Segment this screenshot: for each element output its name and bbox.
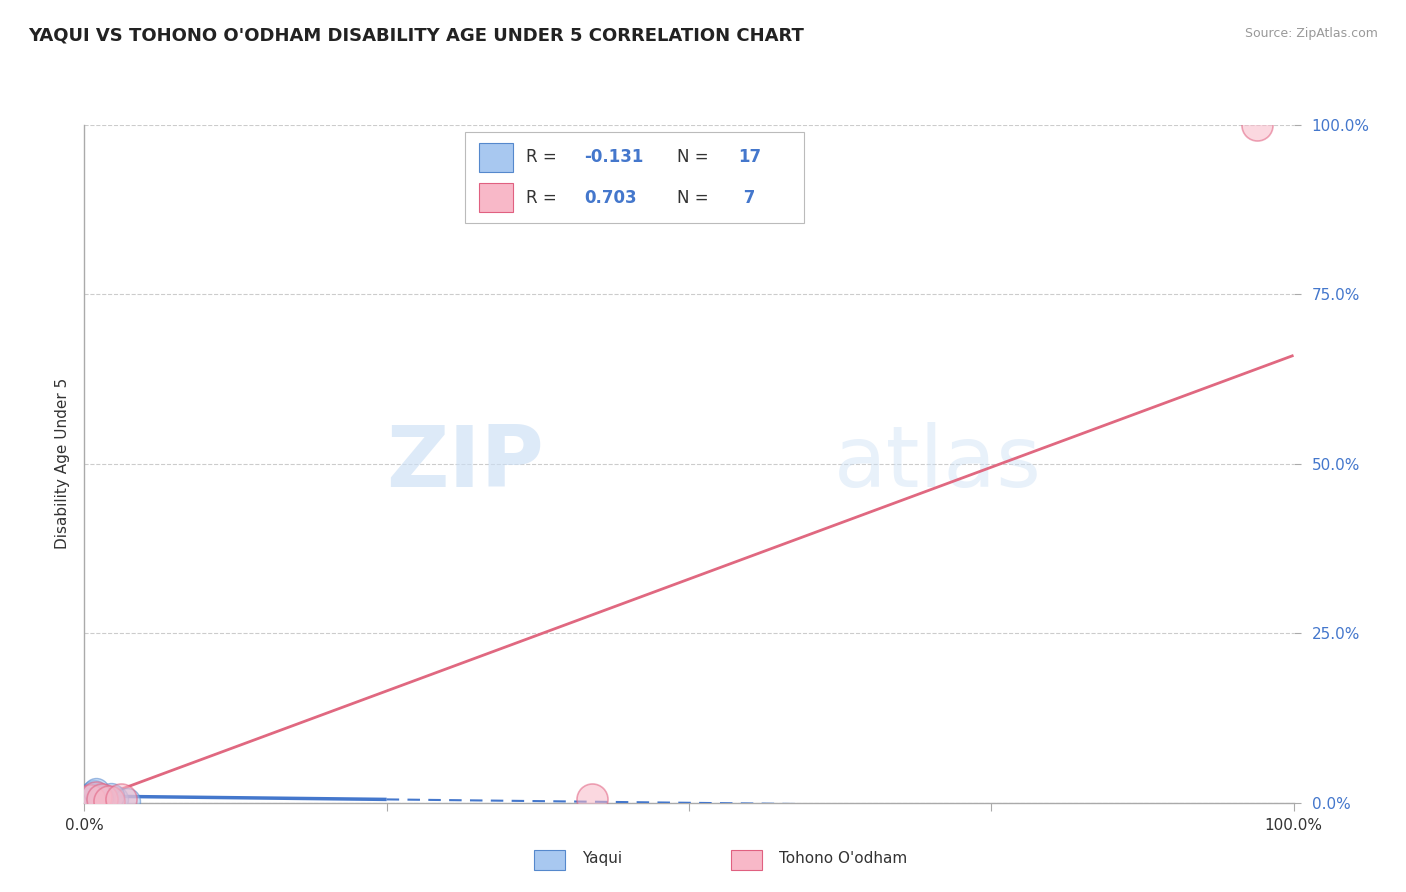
Point xyxy=(97,794,120,808)
Point xyxy=(87,794,110,808)
Text: -0.131: -0.131 xyxy=(585,148,644,166)
Point xyxy=(86,783,108,797)
Point xyxy=(91,792,114,806)
Y-axis label: Disability Age Under 5: Disability Age Under 5 xyxy=(55,378,70,549)
Point xyxy=(97,793,120,807)
Text: Tohono O'odham: Tohono O'odham xyxy=(779,852,907,866)
Text: R =: R = xyxy=(526,148,562,166)
Text: N =: N = xyxy=(678,148,714,166)
Point xyxy=(79,793,101,807)
Point xyxy=(115,794,138,808)
Text: ZIP: ZIP xyxy=(387,422,544,506)
Point xyxy=(91,789,114,804)
Point xyxy=(581,792,603,806)
Point xyxy=(77,793,100,807)
Point xyxy=(82,789,104,804)
Point xyxy=(80,788,103,802)
Point xyxy=(110,791,132,805)
Bar xyxy=(479,183,513,212)
Point xyxy=(94,792,117,806)
Text: atlas: atlas xyxy=(834,422,1042,506)
Point xyxy=(1246,118,1268,132)
Text: 7: 7 xyxy=(738,188,755,207)
Text: Yaqui: Yaqui xyxy=(582,852,623,866)
Point xyxy=(100,789,122,803)
Text: 0.703: 0.703 xyxy=(585,188,637,207)
Text: 17: 17 xyxy=(738,148,761,166)
Point xyxy=(91,792,114,806)
Point xyxy=(86,790,108,805)
FancyBboxPatch shape xyxy=(465,132,804,223)
Point xyxy=(104,791,127,805)
Text: YAQUI VS TOHONO O'ODHAM DISABILITY AGE UNDER 5 CORRELATION CHART: YAQUI VS TOHONO O'ODHAM DISABILITY AGE U… xyxy=(28,27,804,45)
Bar xyxy=(479,143,513,172)
Point xyxy=(89,791,111,805)
Point xyxy=(83,786,105,800)
Point xyxy=(79,790,101,805)
Text: R =: R = xyxy=(526,188,562,207)
Text: N =: N = xyxy=(678,188,714,207)
Point xyxy=(77,794,100,808)
Text: Source: ZipAtlas.com: Source: ZipAtlas.com xyxy=(1244,27,1378,40)
Point xyxy=(86,789,108,803)
